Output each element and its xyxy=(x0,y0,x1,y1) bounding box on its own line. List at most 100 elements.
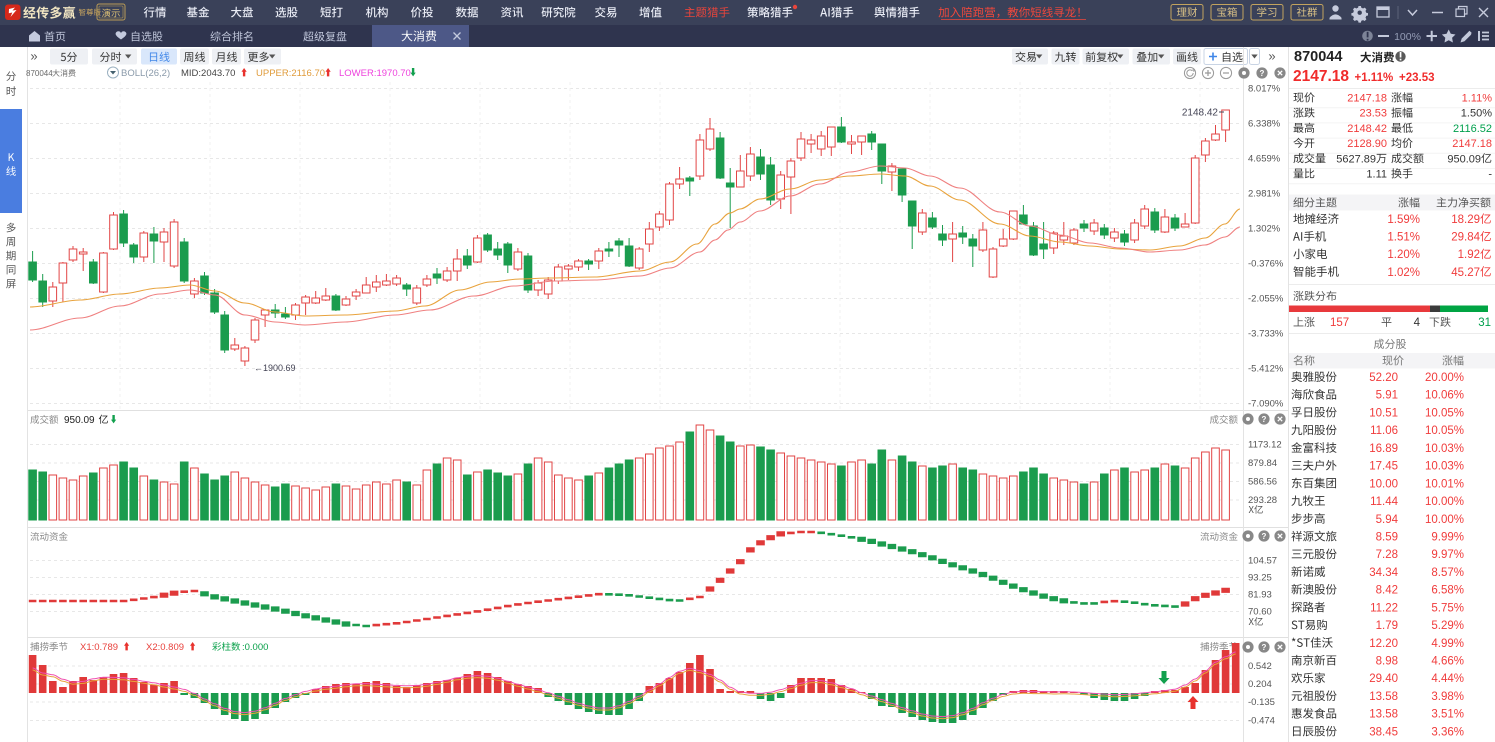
svg-text:3.98%: 3.98% xyxy=(1431,691,1464,703)
svg-text:1.02%: 1.02% xyxy=(1387,267,1420,279)
svg-text:2147.18: 2147.18 xyxy=(1347,93,1387,105)
svg-text:10.01%: 10.01% xyxy=(1425,478,1464,490)
svg-text:879.84: 879.84 xyxy=(1248,458,1277,469)
svg-text:←1900.69: ←1900.69 xyxy=(254,363,296,373)
svg-text:BOLL(26,2): BOLL(26,2) xyxy=(121,68,170,79)
svg-text:10.05%: 10.05% xyxy=(1425,407,1464,419)
svg-text:+1.11%: +1.11% xyxy=(1355,72,1394,84)
svg-text:29.84: 29.84 xyxy=(1451,232,1480,244)
svg-text:X1:0.789: X1:0.789 xyxy=(80,642,118,653)
svg-text:870044: 870044 xyxy=(26,69,53,78)
svg-text:45.27: 45.27 xyxy=(1451,267,1480,279)
svg-text:1.79: 1.79 xyxy=(1376,620,1398,632)
svg-text:UPPER:2116.70: UPPER:2116.70 xyxy=(256,68,325,79)
svg-text:17.45: 17.45 xyxy=(1369,461,1398,473)
svg-text:81.93: 81.93 xyxy=(1248,590,1272,601)
svg-text:5627.89: 5627.89 xyxy=(1336,153,1376,165)
svg-text:34.34: 34.34 xyxy=(1369,567,1398,579)
svg-text:2148.42: 2148.42 xyxy=(1347,123,1387,135)
svg-text:6.338%: 6.338% xyxy=(1248,119,1281,130)
svg-text:»: » xyxy=(1268,49,1275,64)
svg-text:10.03%: 10.03% xyxy=(1425,443,1464,455)
svg-text:100%: 100% xyxy=(1394,31,1421,43)
svg-text:23.53: 23.53 xyxy=(1359,108,1387,120)
svg-text:29.40: 29.40 xyxy=(1369,673,1398,685)
svg-text:4.659%: 4.659% xyxy=(1248,154,1281,165)
svg-text:10.00%: 10.00% xyxy=(1425,514,1464,526)
svg-text:X2:0.809: X2:0.809 xyxy=(146,642,184,653)
svg-text:1173.12: 1173.12 xyxy=(1248,440,1282,451)
svg-text:18.29: 18.29 xyxy=(1451,214,1480,226)
svg-text:1.20%: 1.20% xyxy=(1387,249,1420,261)
svg-text:-5.412%: -5.412% xyxy=(1248,364,1284,375)
svg-text:10.00: 10.00 xyxy=(1369,478,1398,490)
svg-text:-: - xyxy=(1488,169,1492,181)
svg-text:8.017%: 8.017% xyxy=(1248,84,1281,95)
svg-text:16.89: 16.89 xyxy=(1369,443,1398,455)
svg-text:1.92: 1.92 xyxy=(1458,249,1480,261)
svg-text:5.91: 5.91 xyxy=(1376,390,1398,402)
svg-text:+23.53: +23.53 xyxy=(1399,72,1435,84)
svg-text:8.59: 8.59 xyxy=(1376,532,1398,544)
svg-text:4.44%: 4.44% xyxy=(1431,673,1464,685)
svg-text:0.542: 0.542 xyxy=(1248,661,1272,672)
svg-text:10.03%: 10.03% xyxy=(1425,461,1464,473)
svg-text:?: ? xyxy=(1262,415,1267,424)
svg-text:-3.733%: -3.733% xyxy=(1248,329,1284,340)
svg-text:9.99%: 9.99% xyxy=(1431,532,1464,544)
svg-text:2147.18: 2147.18 xyxy=(1293,68,1349,85)
svg-text:2.981%: 2.981% xyxy=(1248,189,1281,200)
svg-text:1.11%: 1.11% xyxy=(1462,93,1493,105)
svg-text:293.28: 293.28 xyxy=(1248,495,1277,506)
svg-text:-0.474: -0.474 xyxy=(1248,716,1275,727)
svg-text:»: » xyxy=(30,49,37,64)
svg-text:?: ? xyxy=(1262,643,1267,652)
svg-text:12.20: 12.20 xyxy=(1369,638,1398,650)
svg-text:10.05%: 10.05% xyxy=(1425,425,1464,437)
svg-text:52.20: 52.20 xyxy=(1369,372,1398,384)
svg-text:950.09: 950.09 xyxy=(1447,153,1481,165)
svg-text:1.302%: 1.302% xyxy=(1248,224,1281,235)
svg-text:9.97%: 9.97% xyxy=(1431,549,1464,561)
svg-text:870044: 870044 xyxy=(1294,49,1342,65)
svg-text:MID:2043.70: MID:2043.70 xyxy=(181,68,235,79)
svg-text:11.44: 11.44 xyxy=(1370,496,1399,508)
svg-text:6.58%: 6.58% xyxy=(1431,585,1464,597)
svg-text:10.00%: 10.00% xyxy=(1425,496,1464,508)
svg-text:8.42: 8.42 xyxy=(1376,585,1398,597)
svg-text:70.60: 70.60 xyxy=(1248,607,1272,618)
svg-text:10.51: 10.51 xyxy=(1369,407,1398,419)
svg-text:5.94: 5.94 xyxy=(1376,514,1399,526)
svg-text:LOWER:1970.70: LOWER:1970.70 xyxy=(339,68,411,79)
svg-text:13.58: 13.58 xyxy=(1369,691,1398,703)
svg-text:586.56: 586.56 xyxy=(1248,477,1277,488)
svg-text:1.50%: 1.50% xyxy=(1461,108,1492,120)
svg-text:13.58: 13.58 xyxy=(1369,709,1398,721)
svg-text:-2.055%: -2.055% xyxy=(1248,294,1284,305)
svg-text:38.45: 38.45 xyxy=(1369,726,1398,738)
svg-text:?: ? xyxy=(1262,532,1267,541)
svg-text:104.57: 104.57 xyxy=(1248,556,1277,567)
svg-text:0.204: 0.204 xyxy=(1248,679,1272,690)
svg-text:-7.090%: -7.090% xyxy=(1248,399,1284,410)
svg-text:-0.376%: -0.376% xyxy=(1248,259,1284,270)
svg-text:1.59%: 1.59% xyxy=(1387,214,1420,226)
svg-text:3.36%: 3.36% xyxy=(1431,726,1464,738)
svg-text:?: ? xyxy=(1260,69,1265,78)
svg-text:5.29%: 5.29% xyxy=(1431,620,1464,632)
svg-text:8.57%: 8.57% xyxy=(1431,567,1464,579)
svg-text:2147.18: 2147.18 xyxy=(1452,138,1492,150)
svg-text:1.51%: 1.51% xyxy=(1387,232,1420,244)
svg-text:2148.42: 2148.42 xyxy=(1182,108,1219,119)
svg-text:11.06: 11.06 xyxy=(1370,425,1398,437)
svg-text:20.00%: 20.00% xyxy=(1425,372,1464,384)
svg-text:10.06%: 10.06% xyxy=(1425,390,1464,402)
svg-text:8.98: 8.98 xyxy=(1376,656,1398,668)
svg-text:4.99%: 4.99% xyxy=(1431,638,1464,650)
svg-text:950.09: 950.09 xyxy=(64,415,95,426)
svg-text:2116.52: 2116.52 xyxy=(1453,123,1492,135)
svg-text:31: 31 xyxy=(1478,317,1491,329)
svg-text:157: 157 xyxy=(1330,317,1349,329)
svg-text:7.28: 7.28 xyxy=(1376,549,1398,561)
svg-text:93.25: 93.25 xyxy=(1248,573,1272,584)
